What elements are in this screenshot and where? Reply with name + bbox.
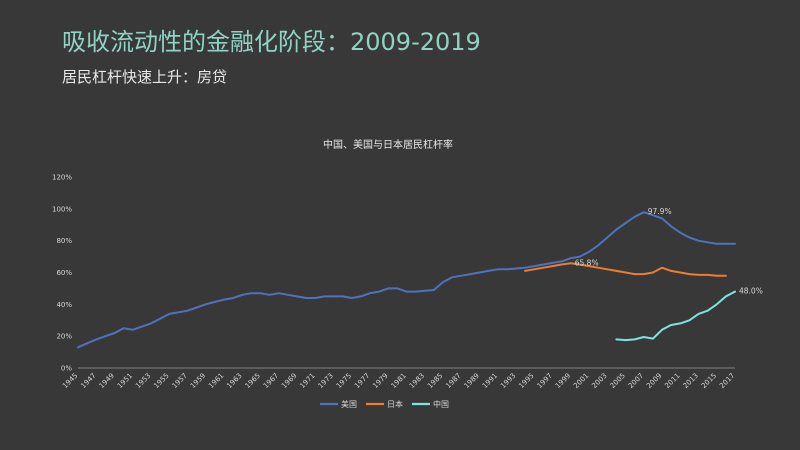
y-tick-label: 120% <box>52 174 72 182</box>
series-line-中国 <box>615 290 736 342</box>
slide-title: 吸收流动性的金融化阶段：2009-2019 <box>62 28 481 56</box>
x-tick-label: 1961 <box>207 372 225 390</box>
x-tick-label: 1945 <box>61 372 79 390</box>
x-tick-label: 1975 <box>335 372 353 390</box>
x-tick-label: 1983 <box>408 372 426 390</box>
x-tick-label: 1973 <box>317 372 335 390</box>
series-line-美国 <box>77 211 736 349</box>
y-tick-label: 60% <box>56 269 72 277</box>
slide-subtitle: 居民杠杆快速上升：房贷 <box>62 68 228 86</box>
x-tick-label: 2011 <box>663 372 681 390</box>
x-tick-label: 2001 <box>572 372 590 390</box>
chart-title: 中国、美国与日本居民杠杆率 <box>323 138 453 151</box>
legend-label: 美国 <box>341 399 357 409</box>
x-tick-label: 1993 <box>499 372 517 390</box>
x-tick-label: 1991 <box>481 372 499 390</box>
x-tick-label: 1979 <box>371 372 389 390</box>
x-tick-label: 2003 <box>590 372 608 390</box>
x-tick-label: 2005 <box>609 372 627 390</box>
x-tick-label: 1999 <box>554 372 572 390</box>
x-tick-label: 1951 <box>116 372 134 390</box>
legend-label: 中国 <box>433 399 449 409</box>
x-tick-label: 1949 <box>98 372 116 390</box>
legend: 美国 日本 中国 <box>320 399 449 409</box>
data-labels: 97.9% 65.8% 48.0% <box>575 207 763 295</box>
x-tick-label: 1997 <box>536 372 554 390</box>
x-tick-label: 2007 <box>627 372 645 390</box>
series-lines <box>77 211 736 349</box>
x-tick-label: 1985 <box>426 372 444 390</box>
data-label: 65.8% <box>575 258 599 267</box>
x-tick-label: 1989 <box>463 372 481 390</box>
y-tick-label: 40% <box>56 301 72 309</box>
x-tick-label: 1967 <box>262 372 280 390</box>
x-tick-label: 1953 <box>134 372 152 390</box>
x-tick-label: 2017 <box>718 372 736 390</box>
legend-label: 日本 <box>387 399 403 409</box>
y-tick-label: 100% <box>52 205 72 213</box>
x-tick-label: 2009 <box>645 372 663 390</box>
x-tick-label: 1971 <box>298 372 316 390</box>
x-tick-label: 1965 <box>244 372 262 390</box>
x-tick-label: 2013 <box>682 372 700 390</box>
x-tick-label: 1977 <box>353 372 371 390</box>
x-tick-label: 1969 <box>280 372 298 390</box>
y-tick-label: 80% <box>56 237 72 245</box>
x-tick-label: 1947 <box>79 372 97 390</box>
y-tick-label: 20% <box>56 333 72 341</box>
x-tick-label: 1955 <box>152 372 170 390</box>
y-axis: 0% 20% 40% 60% 80% 100% 120% <box>52 174 72 373</box>
x-tick-label: 1981 <box>390 372 408 390</box>
x-tick-label: 1987 <box>444 372 462 390</box>
x-tick-label: 2015 <box>700 372 718 390</box>
x-tick-label: 1959 <box>189 372 207 390</box>
data-label: 97.9% <box>648 207 672 216</box>
x-tick-label: 1963 <box>225 372 243 390</box>
x-tick-label: 1995 <box>517 372 535 390</box>
data-label: 48.0% <box>739 287 763 296</box>
series-line-日本 <box>524 262 727 277</box>
x-tick-label: 1957 <box>171 372 189 390</box>
x-axis: 1945 1947 1949 1951 1953 1955 1957 1959 1961 1963… <box>61 367 736 390</box>
y-tick-label: 0% <box>61 365 72 373</box>
